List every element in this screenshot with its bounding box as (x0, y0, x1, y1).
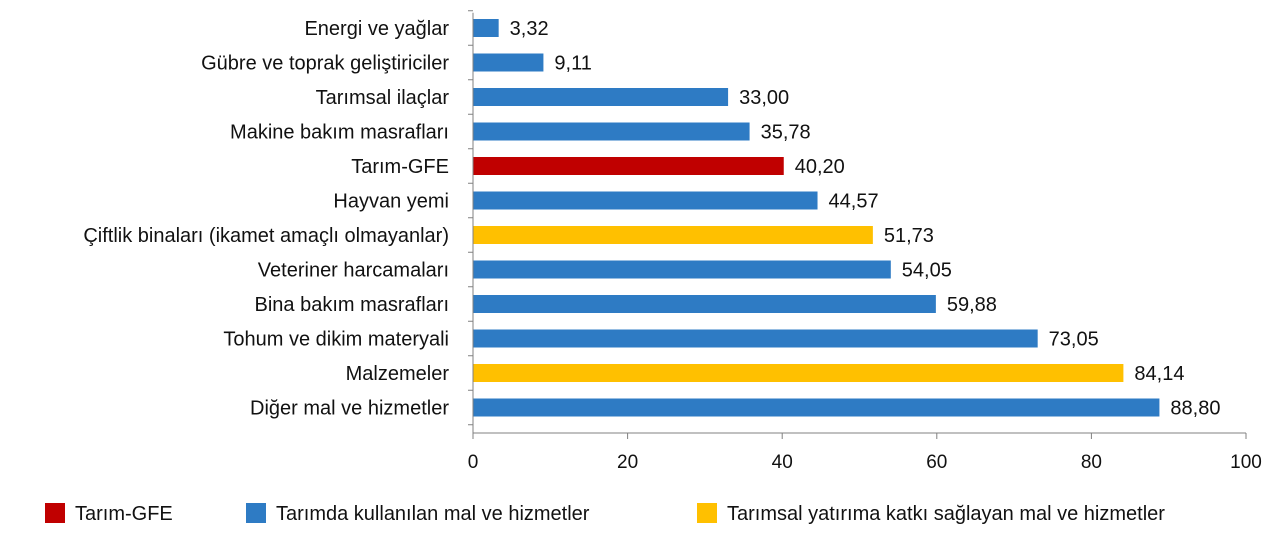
x-tick-label: 80 (1081, 452, 1102, 473)
x-tick-label: 100 (1230, 452, 1262, 473)
data-label: 33,00 (739, 87, 789, 109)
category-label: Tohum ve dikim materyali (223, 329, 449, 351)
data-label: 40,20 (795, 156, 845, 178)
data-label: 54,05 (902, 260, 952, 282)
data-label: 88,80 (1170, 398, 1220, 420)
category-label: Gübre ve toprak geliştiriciler (201, 53, 449, 75)
x-tick-label: 20 (617, 452, 638, 473)
legend-label: Tarımda kullanılan mal ve hizmetler (276, 503, 590, 525)
category-label: Tarım-GFE (351, 156, 449, 178)
x-tick-label: 0 (468, 452, 479, 473)
legend-label: Tarım-GFE (75, 503, 173, 525)
bar (473, 191, 818, 210)
bar (473, 157, 784, 175)
data-label: 44,57 (829, 191, 879, 213)
category-label: Tarımsal ilaçlar (316, 87, 450, 109)
bar (473, 53, 544, 72)
data-label: 9,11 (554, 53, 591, 75)
bar (473, 295, 936, 313)
legend-swatch (697, 503, 717, 523)
data-label: 3,32 (510, 18, 549, 40)
category-label: Bina bakım masrafları (254, 294, 449, 316)
bar (473, 329, 1038, 348)
bar (473, 398, 1160, 417)
data-label: 73,05 (1049, 329, 1099, 351)
x-tick-label: 60 (926, 452, 947, 473)
bar (473, 260, 891, 279)
data-label: 51,73 (884, 225, 934, 247)
data-label: 35,78 (761, 122, 811, 144)
bar (473, 226, 873, 244)
category-label: Çiftlik binaları (ikamet amaçlı olmayanl… (83, 225, 449, 247)
data-label: 59,88 (947, 294, 997, 316)
legend-swatch (45, 503, 65, 523)
bar (473, 88, 729, 106)
data-label: 84,14 (1134, 363, 1184, 385)
x-tick-label: 40 (772, 452, 793, 473)
legend-label: Tarımsal yatırıma katkı sağlayan mal ve … (727, 503, 1165, 525)
category-label: Malzemeler (346, 363, 450, 385)
category-label: Makine bakım masrafları (230, 122, 449, 144)
category-label: Energi ve yağlar (304, 18, 449, 40)
legend-swatch (246, 503, 266, 523)
bar (473, 364, 1124, 382)
category-label: Diğer mal ve hizmetler (250, 398, 449, 420)
bar (473, 19, 499, 37)
bar (473, 122, 750, 141)
category-label: Veteriner harcamaları (258, 260, 449, 282)
category-label: Hayvan yemi (333, 191, 449, 213)
